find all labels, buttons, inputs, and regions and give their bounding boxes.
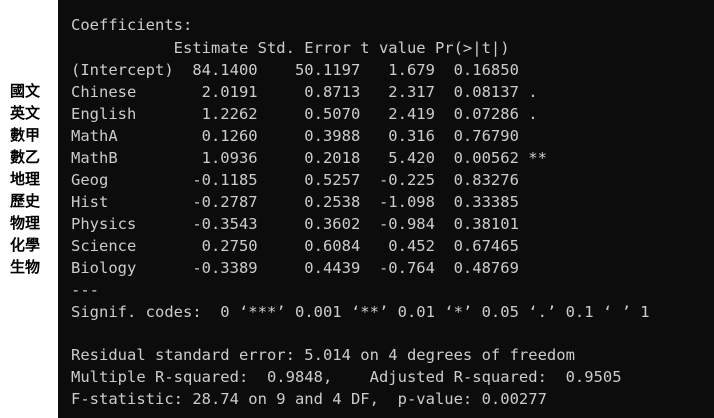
coefficients-heading: Coefficients: [71, 16, 193, 34]
subject-label-geography: 地理 [10, 170, 41, 188]
coefficient-row-mathb: MathB 1.0936 0.2018 5.420 0.00562 ** [71, 149, 547, 167]
signif-codes-line: Signif. codes: 0 ‘***’ 0.001 ‘**’ 0.01 ‘… [71, 303, 650, 321]
r-squared-line: Multiple R-squared: 0.9848, Adjusted R-s… [71, 368, 622, 386]
f-statistic-line: F-statistic: 28.74 on 9 and 4 DF, p-valu… [71, 390, 547, 408]
subject-label-math-a: 數甲 [10, 126, 41, 144]
separator-line: --- [71, 281, 99, 299]
coefficient-row-science: Science 0.2750 0.6084 0.452 0.67465 [71, 237, 538, 255]
subject-label-physics: 物理 [10, 214, 41, 232]
coefficient-row-intercept: (Intercept) 84.1400 50.1197 1.679 0.1685… [71, 61, 538, 79]
coefficient-row-physics: Physics -0.3543 0.3602 -0.984 0.38101 [71, 215, 538, 233]
subject-label-chinese: 國文 [10, 82, 41, 100]
residual-standard-error-line: Residual standard error: 5.014 on 4 degr… [71, 346, 575, 364]
coefficient-row-geog: Geog -0.1185 0.5257 -0.225 0.83276 [71, 171, 538, 189]
coefficient-row-chinese: Chinese 2.0191 0.8713 2.317 0.08137 . [71, 83, 538, 101]
coefficient-row-matha: MathA 0.1260 0.3988 0.316 0.76790 [71, 127, 538, 145]
coefficients-column-header: Estimate Std. Error t value Pr(>|t|) [71, 39, 529, 57]
r-console-output[interactable]: Coefficients: Estimate Std. Error t valu… [58, 0, 714, 418]
coefficient-row-english: English 1.2262 0.5070 2.419 0.07286 . [71, 105, 538, 123]
subject-label-history: 歷史 [10, 192, 41, 210]
coefficient-row-biology: Biology -0.3389 0.4439 -0.764 0.48769 [71, 259, 538, 277]
subject-label-biology: 生物 [10, 258, 41, 276]
coefficient-row-hist: Hist -0.2787 0.2538 -1.098 0.33385 [71, 193, 538, 211]
subject-labels-panel: 國文 英文 數甲 數乙 地理 歷史 物理 化學 生物 [0, 0, 58, 418]
subject-label-math-b: 數乙 [10, 148, 41, 166]
subject-label-english: 英文 [10, 104, 41, 122]
subject-label-chemistry: 化學 [10, 236, 41, 254]
